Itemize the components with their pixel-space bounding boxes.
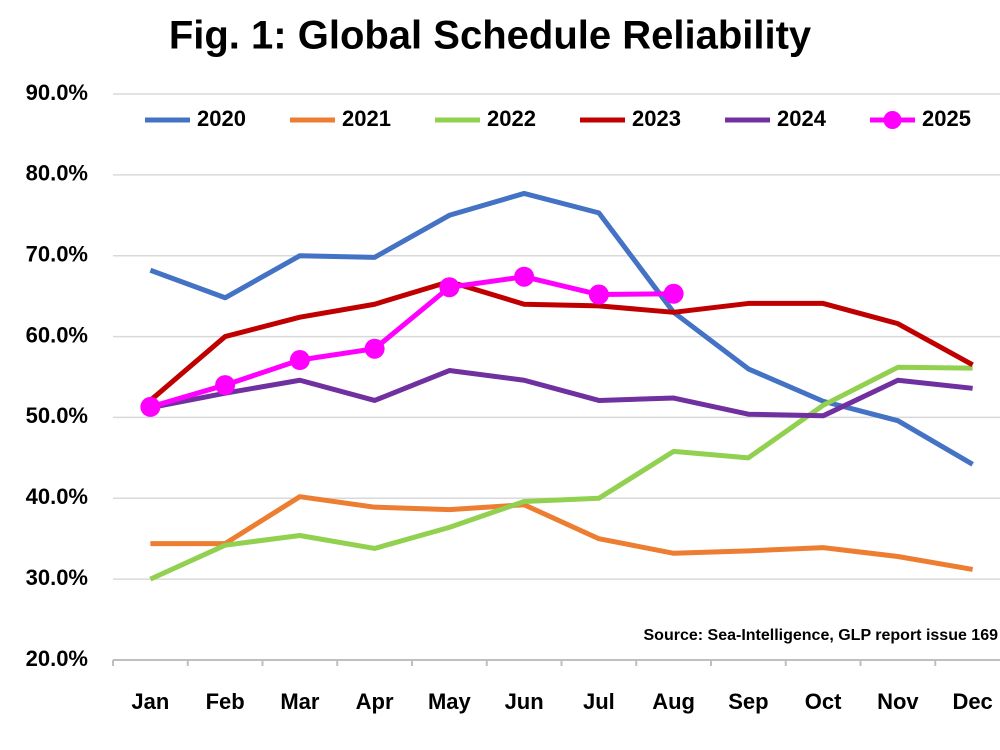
legend-label: 2023 xyxy=(632,106,681,131)
x-tick-label: Jun xyxy=(505,689,544,714)
x-tick-label: Oct xyxy=(805,689,842,714)
data-point xyxy=(140,396,161,417)
source-note: Source: Sea-Intelligence, GLP report iss… xyxy=(644,627,999,644)
data-point xyxy=(215,375,236,396)
legend-label: 2025 xyxy=(922,106,971,131)
x-tick-label: Dec xyxy=(952,689,992,714)
series-line xyxy=(149,368,973,419)
series-line xyxy=(149,190,974,467)
x-tick-label: Aug xyxy=(652,689,695,714)
legend-label: 2021 xyxy=(342,106,391,131)
y-tick-label: 40.0% xyxy=(26,484,88,509)
y-tick-label: 50.0% xyxy=(26,403,88,428)
x-tick-label: Jul xyxy=(583,689,615,714)
y-tick-label: 80.0% xyxy=(26,161,88,186)
y-tick-label: 20.0% xyxy=(26,646,88,671)
data-point xyxy=(588,284,609,305)
x-tick-label: Mar xyxy=(280,689,320,714)
data-point xyxy=(663,283,684,304)
x-tick-label: Sep xyxy=(728,689,768,714)
legend-label: 2024 xyxy=(777,106,827,131)
y-tick-label: 30.0% xyxy=(26,565,88,590)
y-tick-label: 60.0% xyxy=(26,322,88,347)
legend-marker xyxy=(883,111,902,129)
data-point xyxy=(514,266,535,287)
x-tick-label: Feb xyxy=(206,689,245,714)
x-tick-label: Apr xyxy=(356,689,394,714)
legend-label: 2022 xyxy=(487,106,536,131)
data-point xyxy=(289,350,310,371)
x-tick-label: Jan xyxy=(131,689,169,714)
y-tick-label: 90.0% xyxy=(26,80,88,105)
data-point xyxy=(439,277,460,298)
legend-label: 2020 xyxy=(197,106,246,131)
series-line xyxy=(148,279,974,403)
y-tick-label: 70.0% xyxy=(26,242,88,267)
chart-title: Fig. 1: Global Schedule Reliability xyxy=(169,14,812,58)
data-point xyxy=(364,338,385,359)
x-tick-label: May xyxy=(428,689,472,714)
x-tick-label: Nov xyxy=(877,689,919,714)
series-line xyxy=(149,274,674,410)
series-line xyxy=(149,364,973,582)
series-line xyxy=(150,494,974,572)
